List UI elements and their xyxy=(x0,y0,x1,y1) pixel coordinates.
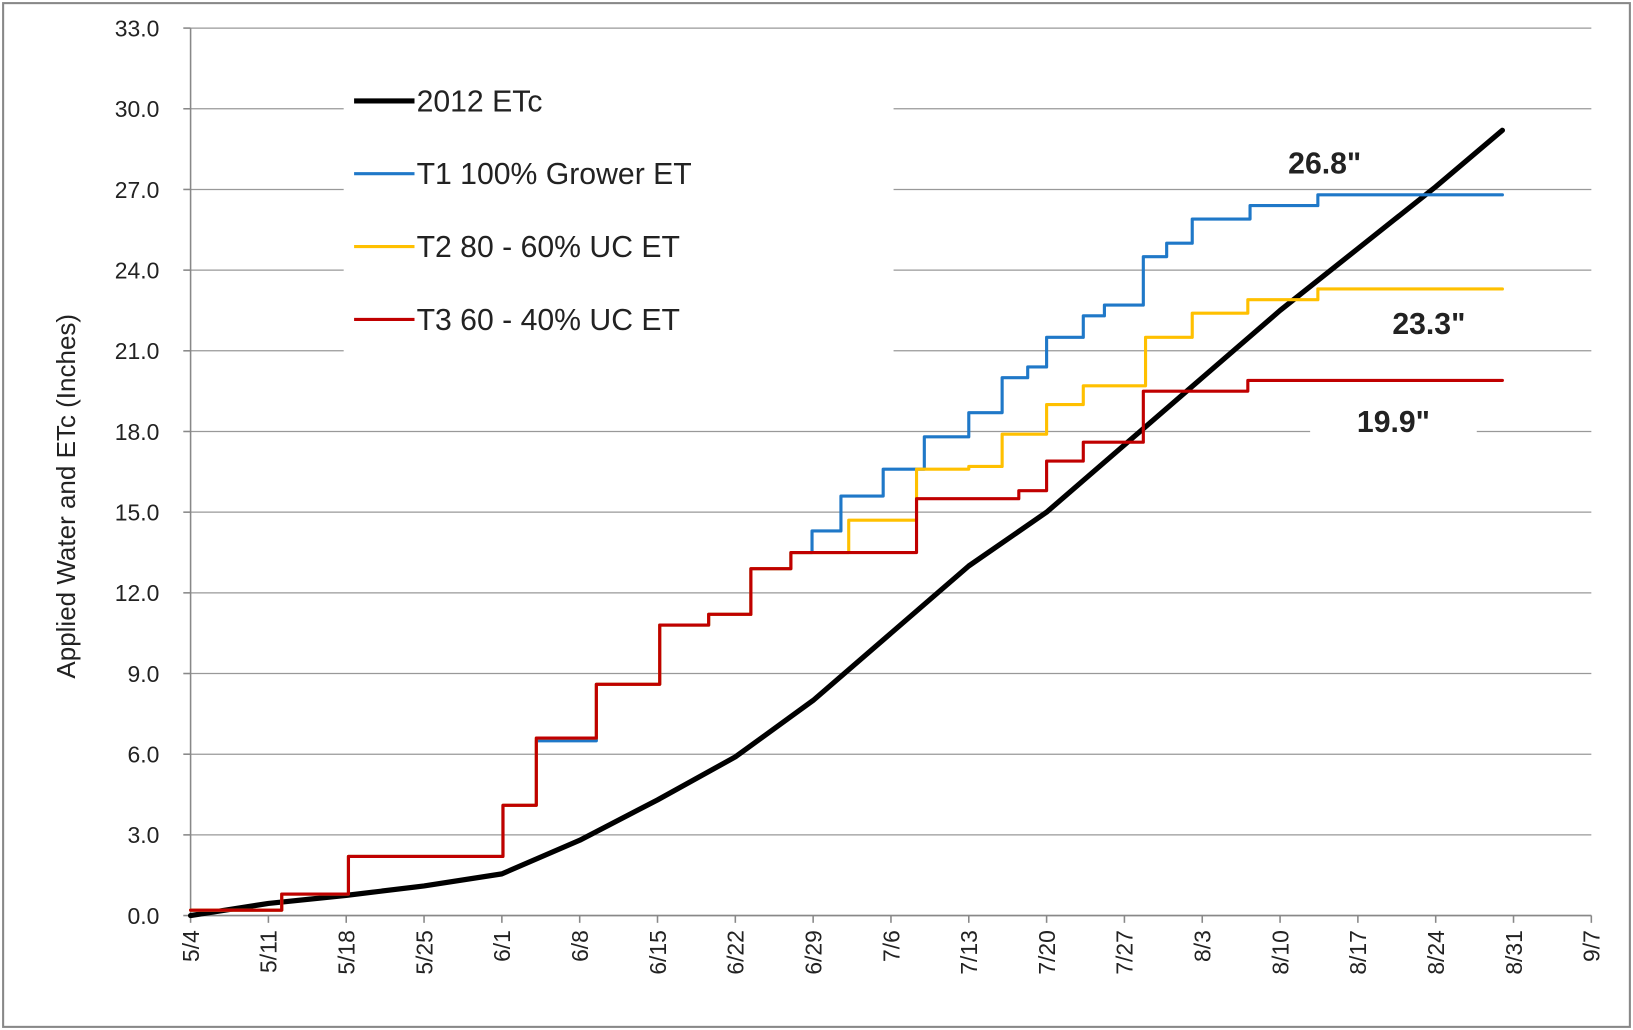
x-tick-label: 6/15 xyxy=(645,930,671,975)
x-tick-label: 8/10 xyxy=(1267,930,1293,975)
y-tick-label: 15.0 xyxy=(115,499,160,525)
y-tick-label: 3.0 xyxy=(127,822,159,848)
annotation-background xyxy=(1310,394,1477,436)
x-tick-label: 5/25 xyxy=(411,930,437,975)
x-tick-label: 6/1 xyxy=(489,930,515,962)
x-tick-label: 7/13 xyxy=(956,930,982,975)
y-tick-label: 12.0 xyxy=(115,580,160,606)
legend-label: 2012 ETc xyxy=(417,85,543,118)
annotation: 23.3" xyxy=(1392,308,1465,341)
x-tick-label: 5/18 xyxy=(334,930,360,975)
y-tick-label: 24.0 xyxy=(115,257,160,283)
y-tick-label: 6.0 xyxy=(127,742,159,768)
x-tick-label: 8/31 xyxy=(1501,930,1527,975)
series-line xyxy=(189,378,1504,912)
y-tick-label: 30.0 xyxy=(115,96,160,122)
x-tick-label: 8/24 xyxy=(1423,930,1449,975)
y-tick-label: 0.0 xyxy=(127,903,159,929)
x-tick-label: 6/29 xyxy=(800,930,826,975)
x-tick-label: 7/6 xyxy=(878,930,904,962)
legend-label: T1 100% Grower ET xyxy=(417,158,692,191)
annotation: 19.9" xyxy=(1357,406,1430,439)
y-tick-label: 18.0 xyxy=(115,419,160,445)
x-tick-label: 6/8 xyxy=(567,930,593,962)
y-tick-label: 9.0 xyxy=(127,661,159,687)
y-tick-label: 21.0 xyxy=(115,338,160,364)
legend-label: T2 80 - 60% UC ET xyxy=(417,231,680,264)
annotation: 26.8" xyxy=(1288,148,1361,181)
series-line xyxy=(189,193,1504,912)
x-tick-label: 5/11 xyxy=(256,930,282,973)
y-axis-label: Applied Water and ETc (Inches) xyxy=(51,314,81,679)
x-tick-label: 8/3 xyxy=(1190,930,1216,962)
y-tick-label: 33.0 xyxy=(115,15,160,41)
x-tick-label: 7/20 xyxy=(1034,930,1060,975)
x-tick-label: 8/17 xyxy=(1345,930,1371,975)
legend-label: T3 60 - 40% UC ET xyxy=(417,304,680,337)
annotation-background xyxy=(1345,296,1513,339)
annotation-background xyxy=(1241,136,1409,178)
x-tick-label: 9/7 xyxy=(1579,930,1605,962)
legend-background xyxy=(343,57,894,359)
x-tick-label: 5/4 xyxy=(178,930,204,962)
x-tick-label: 7/27 xyxy=(1112,930,1138,975)
y-tick-label: 27.0 xyxy=(115,177,160,203)
x-tick-label: 6/22 xyxy=(723,930,749,975)
